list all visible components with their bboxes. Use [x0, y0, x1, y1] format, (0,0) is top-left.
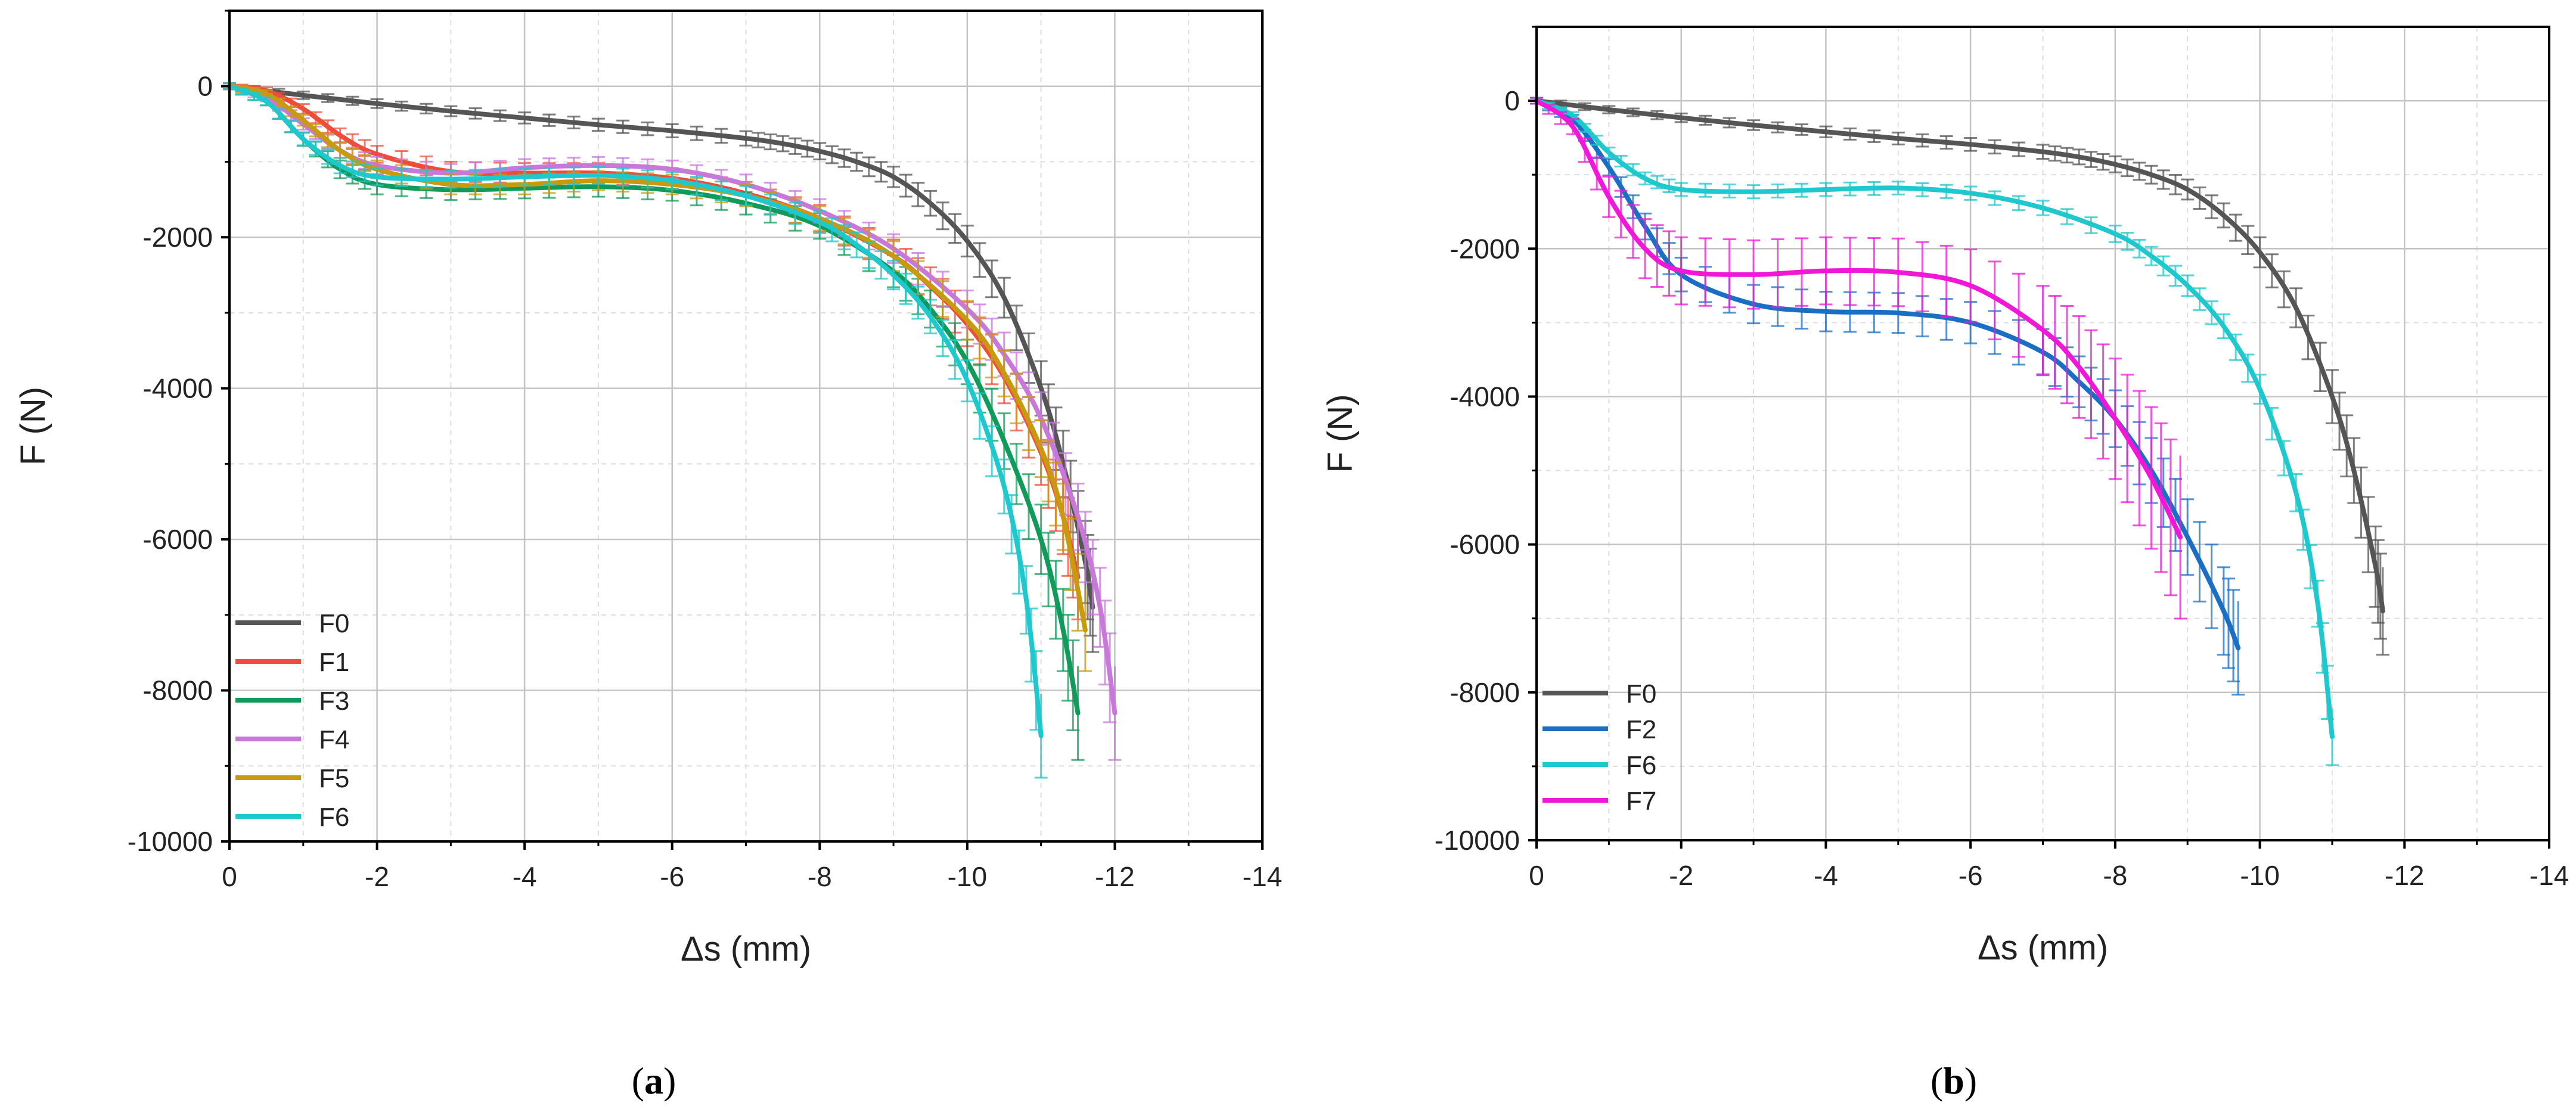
x-tick-label: -6	[1959, 860, 1983, 891]
x-tick-label: -10	[948, 861, 987, 892]
y-tick-label: -4000	[142, 373, 213, 404]
x-tick-label: -8	[808, 861, 832, 892]
x-tick-label: -10	[2240, 860, 2279, 891]
y-axis-label: F (N)	[1321, 394, 1360, 473]
series-line-f7	[1534, 98, 2183, 540]
legend: F0 F2 F6 F7	[1543, 679, 1656, 816]
y-tick-label: 0	[1504, 85, 1520, 116]
legend-label-f4: F4	[319, 725, 349, 754]
x-tick-label: -14	[2530, 860, 2569, 891]
y-tick-label: 0	[197, 71, 213, 102]
x-tick-label: -12	[2385, 860, 2424, 891]
y-tick-label: -8000	[142, 675, 213, 706]
y-tick-label: -6000	[1450, 529, 1520, 560]
x-tick-label: -12	[1095, 861, 1134, 892]
legend-label-f7: F7	[1626, 787, 1656, 816]
y-tick-label: -8000	[1450, 677, 1520, 708]
legend-label-f2: F2	[1626, 715, 1656, 744]
x-tick-label: 0	[222, 861, 237, 892]
x-tick-label: -2	[365, 861, 389, 892]
legend-label-f1: F1	[319, 648, 349, 677]
series-f6	[1530, 97, 2339, 766]
y-tick-label: -4000	[1450, 381, 1520, 412]
y-tick-label: -2000	[142, 222, 213, 253]
x-tick-label: -4	[1814, 860, 1838, 891]
y-tick-label: -2000	[1450, 233, 1520, 264]
x-tick-label: -14	[1243, 861, 1282, 892]
series-line-f0	[1534, 98, 2385, 614]
x-tick-label: -8	[2103, 860, 2127, 891]
y-tick-label: -6000	[142, 524, 213, 555]
y-axis-label: F (N)	[14, 387, 52, 465]
legend-label-f5: F5	[319, 764, 349, 793]
x-tick-label: -4	[513, 861, 537, 892]
x-axis-label: Δs (mm)	[681, 930, 811, 968]
series-f6	[223, 82, 1048, 779]
legend-label-f3: F3	[319, 687, 349, 716]
panel-caption: (a)	[632, 1060, 676, 1102]
legend-label-f0: F0	[1626, 679, 1656, 709]
series-line-f6	[1534, 98, 2335, 740]
legend-label-f0: F0	[319, 609, 349, 638]
y-tick-label: -10000	[1435, 825, 1520, 856]
x-tick-label: -6	[660, 861, 684, 892]
series-f7	[1530, 97, 2187, 620]
legend-label-f6: F6	[319, 803, 349, 832]
panel-b: 0 -2 -4 -6 -8 -10 -12 -14 0 -2000 -4000 -6000 -8000 -…	[1321, 26, 2569, 1102]
x-tick-label: -2	[1669, 860, 1693, 891]
series-line-f6	[227, 83, 1044, 738]
x-tick-label: 0	[1529, 860, 1544, 891]
y-tick-label: -10000	[128, 826, 213, 857]
panel-a: 0 -2 -4 -6 -8 -10 -12 -14 0 -2000 -4000 -6000 -8000 -…	[14, 10, 1282, 1102]
x-axis-label: Δs (mm)	[1978, 928, 2108, 967]
panel-caption: (b)	[1931, 1060, 1977, 1102]
legend: F0 F1 F3 F4 F5 F6	[235, 609, 349, 832]
legend-label-f6: F6	[1626, 751, 1656, 780]
series-f0	[1530, 97, 2389, 656]
